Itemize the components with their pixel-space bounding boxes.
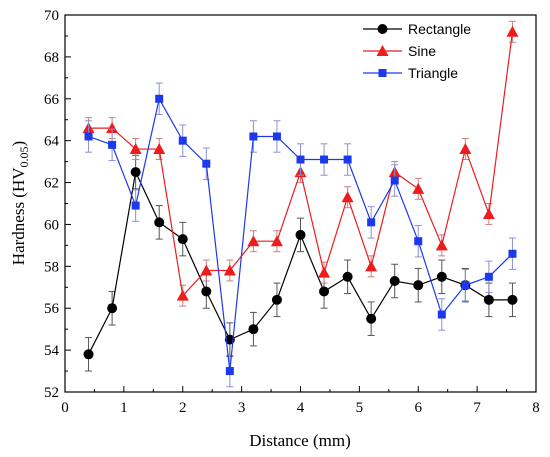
data-point-triangle bbox=[84, 132, 93, 141]
data-point-rectangle bbox=[507, 294, 518, 305]
data-point-rectangle bbox=[248, 324, 259, 335]
legend-entry-sine: Sine bbox=[363, 43, 436, 59]
x-tick-label: 2 bbox=[179, 400, 187, 416]
data-point-sine bbox=[129, 143, 142, 155]
y-axis-title-subscript: 0.05 bbox=[17, 146, 31, 167]
data-point-sine bbox=[270, 235, 283, 247]
series-rectangle bbox=[83, 154, 518, 372]
data-point-triangle bbox=[320, 155, 329, 164]
data-point-rectangle bbox=[483, 294, 494, 305]
data-point-rectangle bbox=[389, 275, 400, 286]
data-point-rectangle bbox=[130, 167, 141, 178]
y-tick-label: 52 bbox=[44, 385, 59, 401]
data-point-sine bbox=[200, 264, 213, 276]
data-point-triangle bbox=[272, 132, 281, 141]
data-point-triangle bbox=[296, 155, 305, 164]
series-line-rectangle bbox=[88, 170, 513, 355]
data-point-sine bbox=[153, 143, 166, 155]
y-tick-label: 64 bbox=[44, 134, 60, 150]
data-point-rectangle bbox=[83, 349, 94, 360]
data-point-rectangle bbox=[366, 313, 377, 324]
y-tick-label: 68 bbox=[44, 50, 59, 66]
legend-marker-sine bbox=[376, 45, 389, 56]
data-point-triangle bbox=[367, 218, 376, 227]
data-point-sine bbox=[247, 235, 260, 247]
data-point-sine bbox=[341, 191, 354, 203]
x-tick-label: 7 bbox=[473, 400, 481, 416]
data-point-triangle bbox=[249, 132, 258, 141]
data-point-triangle bbox=[414, 237, 423, 246]
data-point-sine bbox=[365, 260, 378, 272]
series-triangle bbox=[84, 82, 517, 388]
plot-frame bbox=[64, 14, 537, 393]
y-tick-label: 54 bbox=[44, 343, 60, 359]
data-point-rectangle bbox=[295, 229, 306, 240]
data-point-triangle bbox=[108, 140, 117, 149]
x-tick-label: 0 bbox=[61, 400, 69, 416]
y-tick-label: 58 bbox=[44, 259, 59, 275]
y-tick-label: 56 bbox=[44, 301, 60, 317]
y-tick-label: 66 bbox=[44, 92, 60, 108]
data-point-sine bbox=[435, 239, 448, 251]
data-point-rectangle bbox=[413, 280, 424, 291]
data-point-triangle bbox=[390, 176, 399, 185]
data-point-rectangle bbox=[342, 271, 353, 282]
legend-label-rectangle: Rectangle bbox=[408, 21, 471, 37]
data-point-rectangle bbox=[201, 286, 212, 297]
data-point-sine bbox=[223, 264, 236, 276]
data-point-triangle bbox=[484, 272, 493, 281]
y-axis-title: Hardness (HV0.05) bbox=[9, 141, 31, 265]
data-point-rectangle bbox=[319, 286, 330, 297]
data-point-rectangle bbox=[154, 217, 165, 228]
data-point-rectangle bbox=[271, 294, 282, 305]
plot-area bbox=[82, 20, 519, 388]
data-point-triangle bbox=[178, 136, 187, 145]
data-point-triangle bbox=[155, 94, 164, 103]
legend-label-sine: Sine bbox=[408, 43, 436, 59]
y-tick-label: 60 bbox=[44, 217, 59, 233]
y-axis-title-close: ) bbox=[9, 141, 28, 147]
data-point-sine bbox=[412, 182, 425, 194]
data-point-triangle bbox=[225, 367, 234, 376]
data-point-rectangle bbox=[177, 234, 188, 245]
legend-marker-triangle bbox=[378, 69, 387, 77]
y-tick-label: 70 bbox=[44, 8, 59, 24]
data-point-triangle bbox=[343, 155, 352, 164]
legend-marker-rectangle bbox=[377, 24, 388, 34]
x-axis-title: Distance (mm) bbox=[249, 431, 351, 450]
data-point-triangle bbox=[437, 310, 446, 319]
y-tick-label: 62 bbox=[44, 176, 59, 192]
data-point-sine bbox=[176, 289, 189, 301]
x-tick-label: 5 bbox=[356, 400, 364, 416]
x-tick-label: 1 bbox=[120, 400, 128, 416]
data-point-rectangle bbox=[107, 303, 118, 314]
data-point-sine bbox=[459, 143, 472, 155]
data-point-sine bbox=[482, 207, 495, 219]
data-point-sine bbox=[318, 266, 331, 278]
legend-entry-triangle: Triangle bbox=[363, 65, 458, 81]
data-point-triangle bbox=[508, 249, 517, 258]
x-tick-label: 4 bbox=[297, 400, 305, 416]
x-tick-label: 8 bbox=[532, 400, 540, 416]
legend-entry-rectangle: Rectangle bbox=[363, 21, 471, 37]
data-point-sine bbox=[506, 25, 519, 37]
x-tick-label: 3 bbox=[238, 400, 246, 416]
y-axis-title-main: Hardness (HV bbox=[9, 167, 28, 265]
data-point-triangle bbox=[461, 281, 470, 290]
data-point-triangle bbox=[131, 201, 140, 210]
data-point-rectangle bbox=[436, 271, 447, 282]
x-tick-label: 6 bbox=[415, 400, 423, 416]
legend-label-triangle: Triangle bbox=[408, 65, 458, 81]
data-point-triangle bbox=[202, 159, 211, 168]
data-point-sine bbox=[106, 122, 119, 134]
legend: Rectangle Sine Triangle bbox=[363, 21, 471, 81]
